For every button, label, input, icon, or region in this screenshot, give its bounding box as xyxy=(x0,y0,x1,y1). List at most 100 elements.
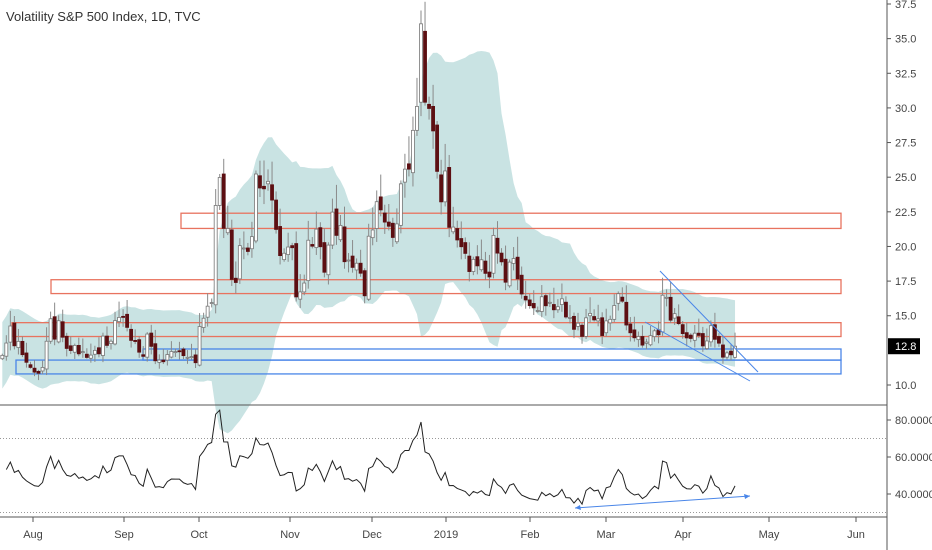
candle-down xyxy=(121,315,125,318)
candle-down xyxy=(125,313,130,328)
zone-box xyxy=(50,279,842,295)
candle-up xyxy=(471,258,476,272)
candle-down xyxy=(181,348,186,357)
candle-up xyxy=(254,173,258,242)
candle-up xyxy=(217,177,222,206)
candle-down xyxy=(495,237,500,254)
candle-down xyxy=(97,347,101,355)
candle-up xyxy=(298,291,303,300)
candle-down xyxy=(564,301,568,318)
candle-down xyxy=(632,329,637,339)
candle-up xyxy=(80,351,85,354)
candle-up xyxy=(394,223,399,243)
candle-down xyxy=(592,316,597,321)
candle-up xyxy=(326,244,331,276)
candle-down xyxy=(262,185,266,190)
candle-down xyxy=(153,343,158,362)
candle-down xyxy=(688,334,693,339)
candle-up xyxy=(88,354,93,359)
candle-up xyxy=(398,183,403,226)
zone-box xyxy=(15,359,842,375)
candle-down xyxy=(68,345,73,351)
candle-up xyxy=(547,301,552,304)
candle-down xyxy=(503,258,508,283)
candle-up xyxy=(92,349,97,355)
candle-down xyxy=(149,332,154,347)
arrow-head-icon xyxy=(575,505,581,510)
candle-down xyxy=(350,255,355,268)
candle-down xyxy=(628,323,633,334)
candle-down xyxy=(28,364,33,368)
candle-up xyxy=(660,294,665,333)
candle-down xyxy=(382,212,387,223)
candle-up xyxy=(205,305,210,318)
time-tick-label: May xyxy=(759,529,780,541)
candle-down xyxy=(580,324,584,337)
time-tick-label: Nov xyxy=(280,529,300,541)
candle-down xyxy=(318,227,323,248)
candle-up xyxy=(40,367,45,372)
candle-down xyxy=(245,247,250,252)
candle-down xyxy=(334,208,339,236)
candle-down xyxy=(60,321,65,338)
candle-down xyxy=(294,243,299,298)
candle-down xyxy=(463,242,468,254)
candle-up xyxy=(479,259,484,271)
candle-down xyxy=(475,256,480,267)
candle-up xyxy=(189,356,194,359)
candle-down xyxy=(543,295,548,307)
candle-up xyxy=(165,354,170,361)
candle-up xyxy=(568,317,572,319)
candle-up xyxy=(608,318,613,324)
candle-down xyxy=(459,238,464,248)
candle-up xyxy=(117,317,121,323)
candle-up xyxy=(0,354,5,360)
candle-down xyxy=(523,295,528,301)
candle-up xyxy=(491,234,496,274)
candle-down xyxy=(386,221,391,227)
candle-up xyxy=(604,320,609,334)
candle-up xyxy=(616,293,621,304)
price-tick-label: 15.0 xyxy=(895,311,916,323)
candle-up xyxy=(596,318,601,322)
price-tick-label: 32.5 xyxy=(895,68,916,80)
candle-down xyxy=(572,315,576,330)
candle-up xyxy=(330,211,335,246)
candle-up xyxy=(157,359,162,363)
zone-box xyxy=(180,212,842,230)
oscillator-tick-label: 40.0000 xyxy=(895,489,932,501)
candle-down xyxy=(531,303,536,309)
candle-down xyxy=(620,296,625,302)
oscillator-tick-label: 80.0000 xyxy=(895,415,932,427)
time-tick-label: Feb xyxy=(521,529,540,541)
last-price-label: 12.8 xyxy=(895,341,916,353)
oscillator-line xyxy=(5,409,736,506)
candle-up xyxy=(636,336,641,341)
candle-down xyxy=(161,359,166,363)
candle-down xyxy=(455,228,460,241)
candle-down xyxy=(427,103,431,109)
oscillator-trend-line xyxy=(574,495,751,509)
candle-down xyxy=(278,226,282,257)
candle-up xyxy=(733,345,737,358)
oscillator-tick-label: 60.0000 xyxy=(895,452,932,464)
candle-down xyxy=(358,262,363,274)
last-price-badge xyxy=(888,338,920,355)
candle-up xyxy=(16,340,21,348)
chart-title: Volatility S&P 500 Index, 1D, TVC xyxy=(6,9,201,24)
candle-up xyxy=(672,313,677,319)
oscillator-pane xyxy=(0,404,887,513)
candle-up xyxy=(692,332,697,341)
candle-down xyxy=(137,339,142,353)
candle-up xyxy=(145,333,150,358)
candle-up xyxy=(443,170,448,203)
candle-down xyxy=(84,353,89,358)
candle-up xyxy=(374,201,379,229)
price-tick-label: 27.5 xyxy=(895,138,916,150)
candle-up xyxy=(72,344,77,353)
candle-up xyxy=(44,340,49,370)
time-tick-label: Aug xyxy=(23,529,43,541)
candle-down xyxy=(76,344,81,355)
candle-down xyxy=(274,199,278,230)
